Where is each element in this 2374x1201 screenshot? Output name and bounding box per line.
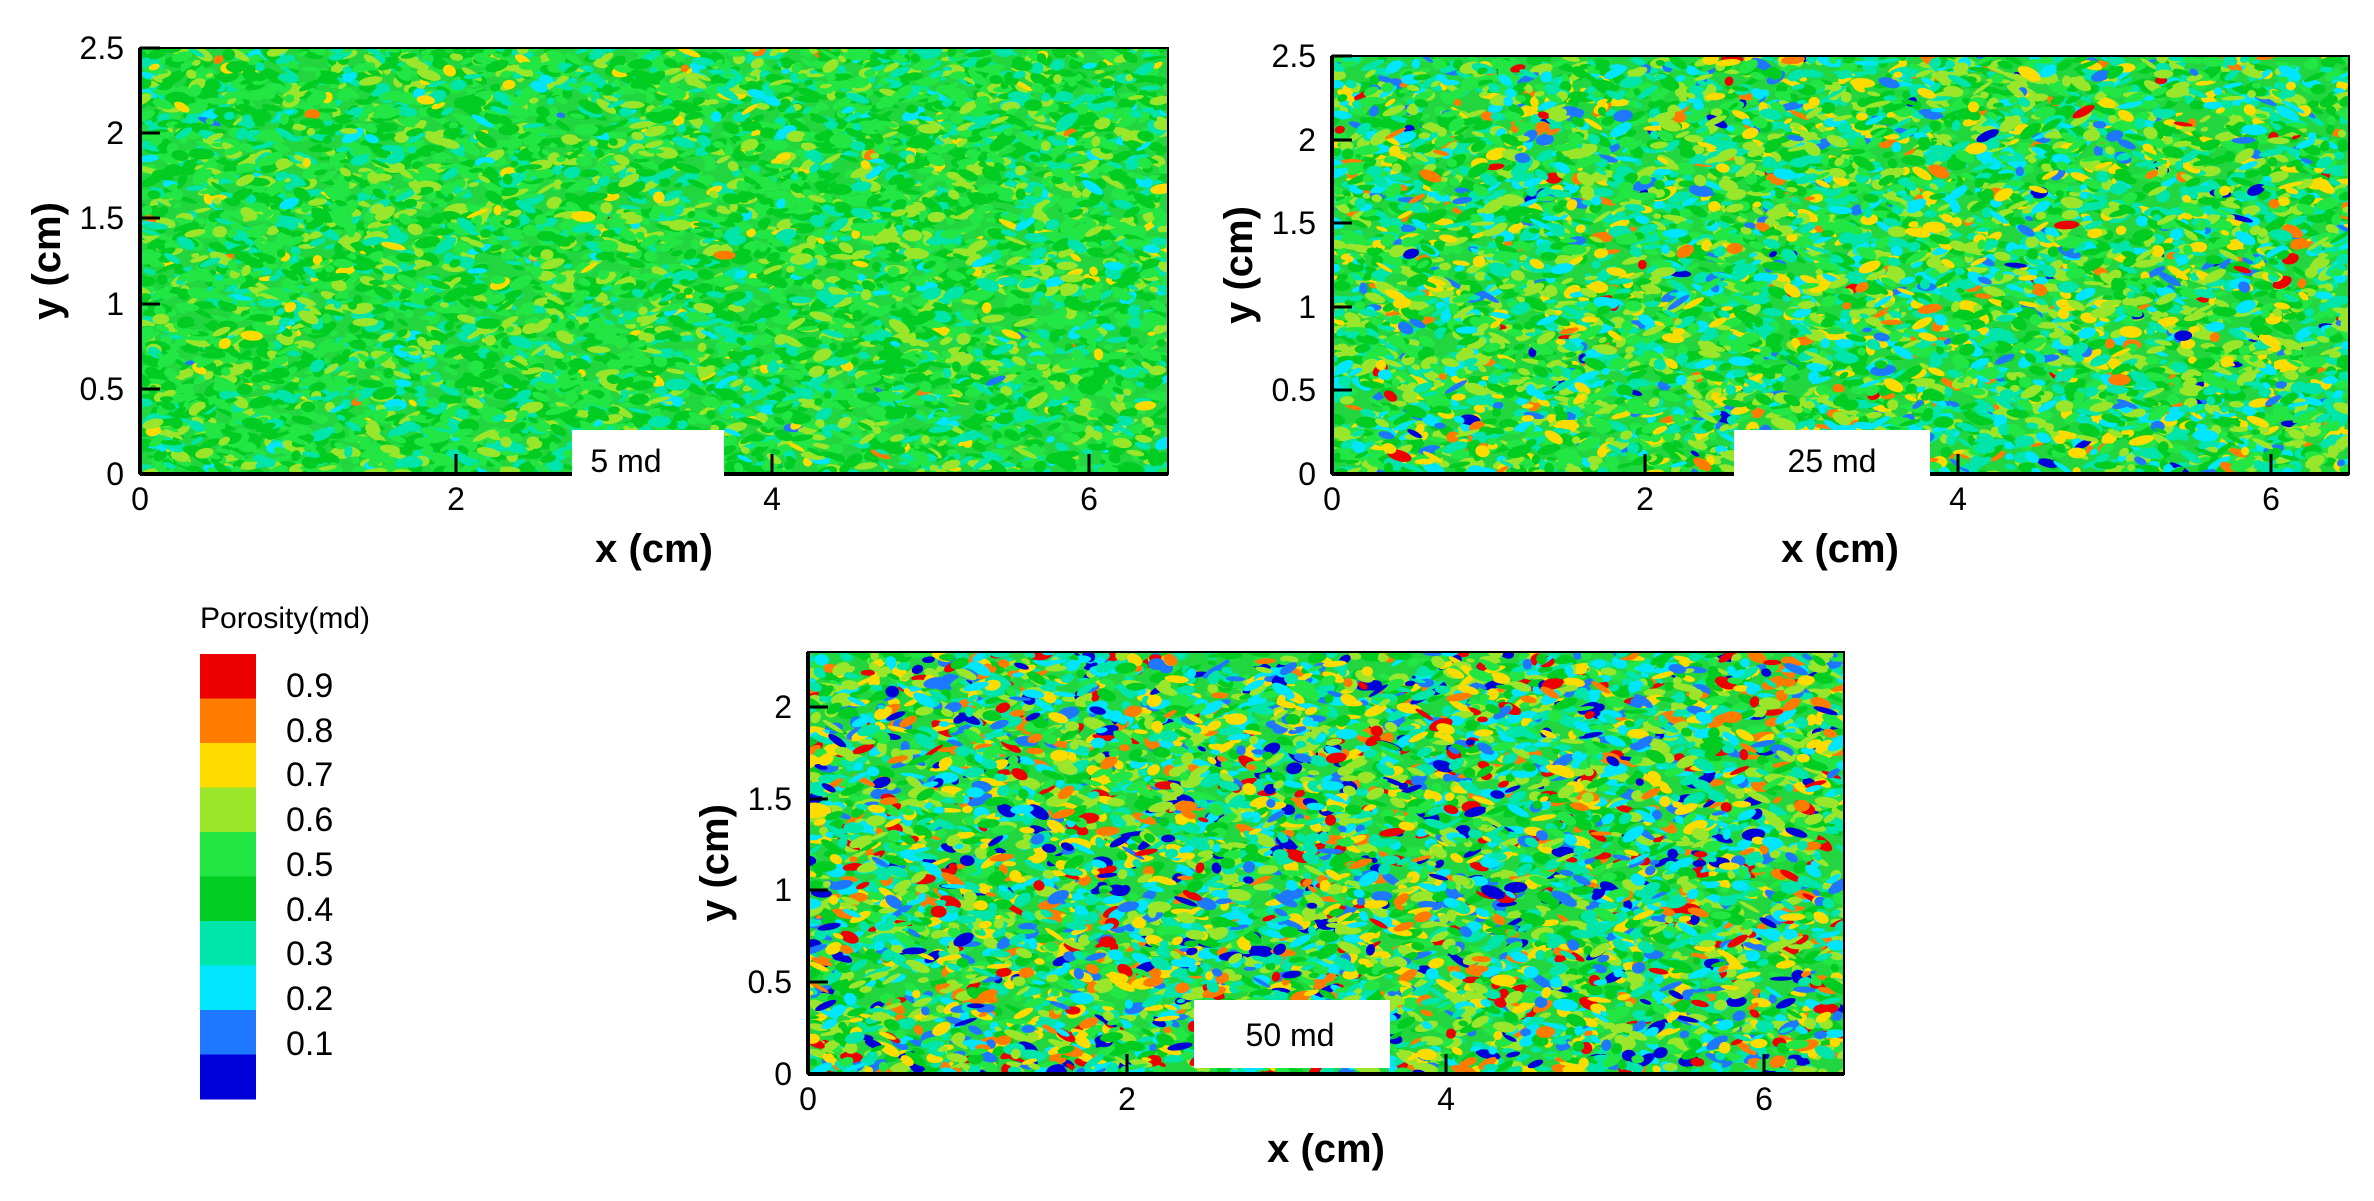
heatmap-cell: [702, 244, 720, 255]
heatmap-cell: [611, 307, 623, 317]
heatmap-cell: [284, 182, 294, 192]
heatmap-cell: [266, 225, 280, 236]
heatmap-cell: [902, 428, 912, 434]
panel-5md: 0 2 4 6 0 0.5 1 1.5 2 2.5 x (cm) y (cm) …: [25, 30, 1169, 571]
heatmap-cell: [728, 275, 749, 284]
heatmap-cell: [722, 266, 740, 279]
heatmap-cell: [1101, 100, 1117, 109]
heatmap-cell: [162, 70, 185, 86]
heatmap-cell: [1076, 312, 1087, 321]
heatmap-cell: [1151, 155, 1166, 168]
heatmap-cell: [611, 116, 621, 122]
heatmap-cell: [175, 338, 188, 347]
heatmap-cell: [1018, 270, 1042, 279]
heatmap-cell: [632, 158, 650, 163]
heatmap-cell: [589, 229, 602, 236]
heatmap-cell: [427, 80, 447, 88]
heatmap-cell: [546, 340, 563, 353]
heatmap-cell: [445, 331, 456, 338]
heatmap-cell: [574, 123, 598, 136]
heatmap-cell: [593, 52, 614, 66]
heatmap-cell: [428, 316, 441, 325]
heatmap-cell: [758, 287, 774, 294]
heatmap-cell: [174, 424, 190, 436]
heatmap-cell: [1033, 379, 1049, 387]
heatmap-cell: [290, 246, 301, 256]
heatmap-field: [140, 48, 1168, 474]
heatmap-cell: [705, 348, 715, 355]
heatmap-cell: [425, 311, 437, 317]
heatmap-cell: [664, 368, 688, 375]
heatmap-cell: [894, 144, 910, 151]
